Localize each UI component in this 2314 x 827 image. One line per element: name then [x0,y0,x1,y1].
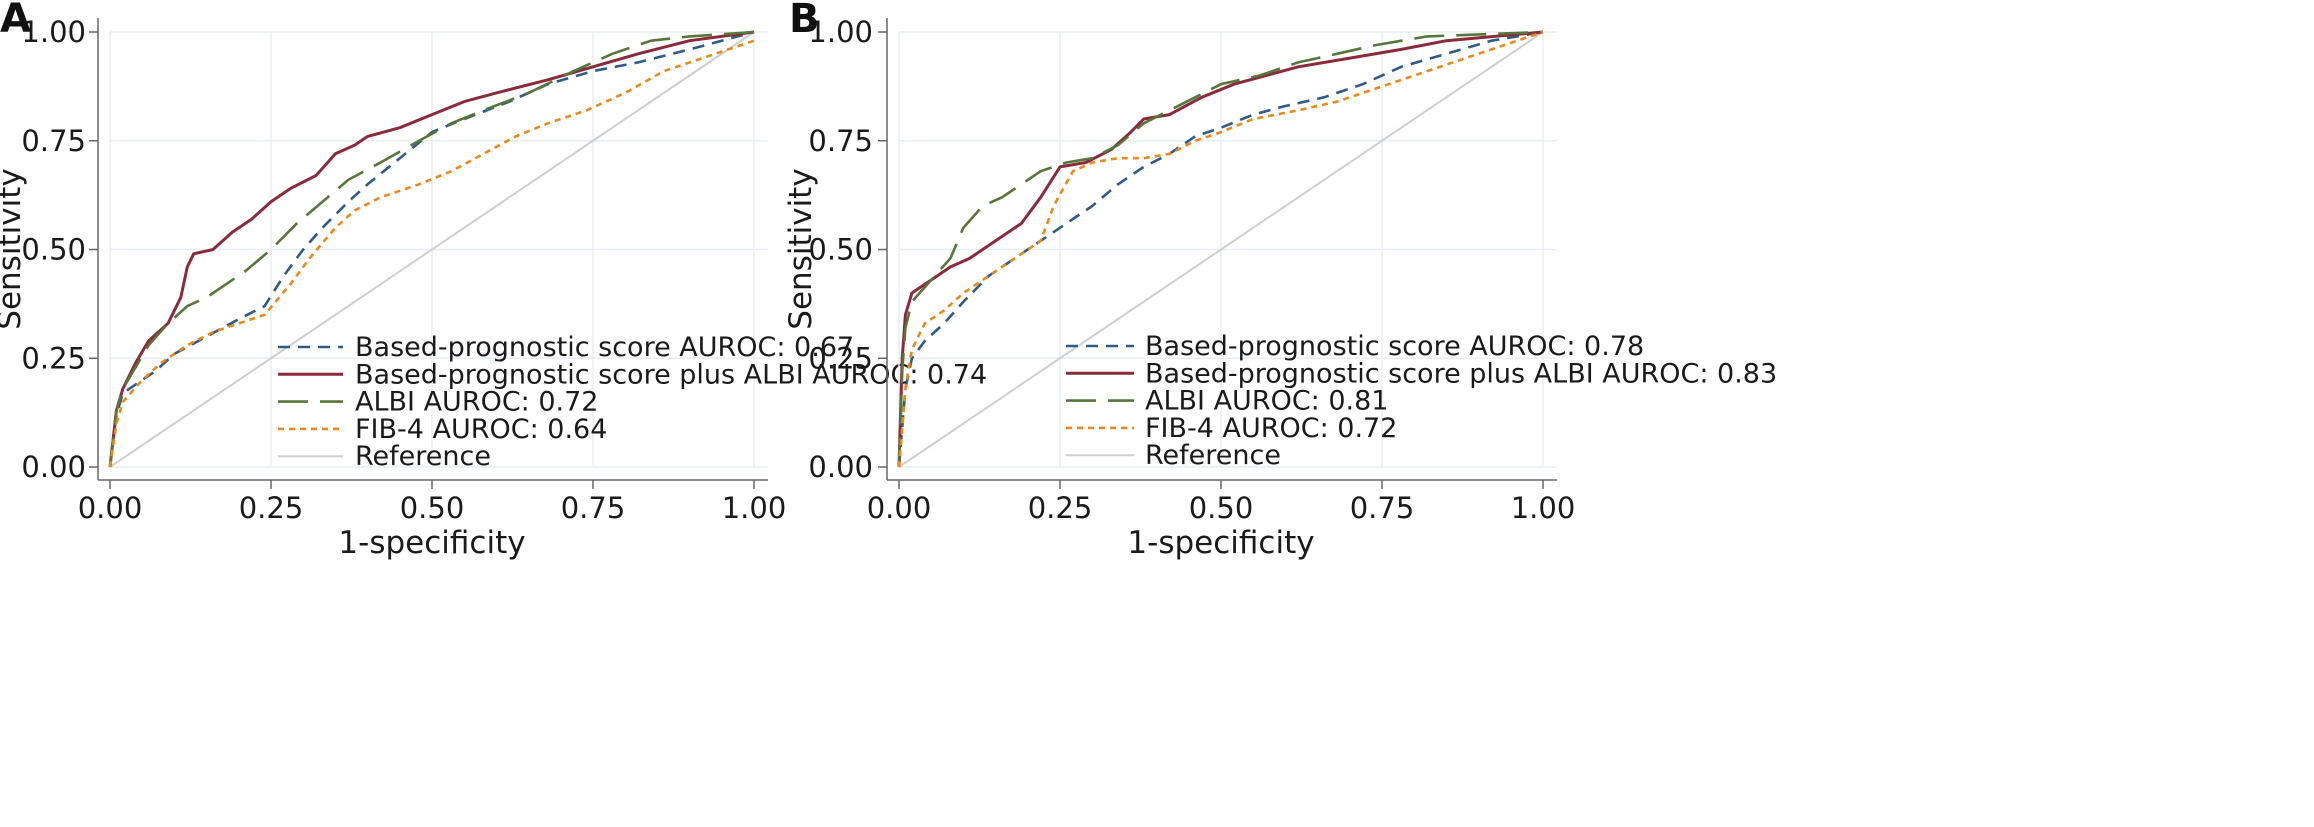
series-line-albi [108,30,755,468]
y-axis-title: Sensitivity [0,168,28,329]
y-axis-title: Sensitivity [783,168,819,329]
legend-label-based: Based-prognostic score AUROC: 0.67 [355,332,854,363]
y-tick-label: 0.00 [808,450,873,484]
y-tick-label: 0.50 [808,233,873,267]
x-tick-label: 1.00 [1511,491,1576,525]
x-tick-label: 0.75 [561,491,626,525]
panel-letter: A [0,0,31,42]
legend: Based-prognostic score AUROC: 0.67Based-… [278,332,987,472]
legend-label-fib4: FIB-4 AUROC: 0.72 [1145,413,1397,444]
x-tick-label: 0.00 [867,491,932,525]
legend-label-plus_albi: Based-prognostic score plus ALBI AUROC: … [1145,358,1777,389]
legend-label-reference: Reference [1145,440,1281,471]
x-tick-label: 0.50 [400,491,465,525]
x-tick-label: 0.00 [78,491,143,525]
legend-label-reference: Reference [355,441,491,472]
roc-panel-b: 0.00 0.00 0.25 0.25 0.50 0.50 0.75 0.75 1.00 1.00… [783,0,1777,561]
y-tick-label: 0.25 [21,341,86,375]
y-tick-label: 0.75 [808,124,873,158]
series-line-fib4 [897,30,1544,468]
legend-label-albi: ALBI AUROC: 0.72 [355,387,598,418]
x-tick-label: 0.50 [1189,491,1254,525]
roc-panel-a: 0.00 0.00 0.25 0.25 0.50 0.50 0.75 0.75 1.00 1.00… [0,0,987,561]
x-axis-title: 1-specificity [1127,525,1314,561]
x-tick-label: 0.25 [239,491,304,525]
series-line-reference [898,31,1544,468]
series-line-reference [109,31,755,468]
legend: Based-prognostic score AUROC: 0.78Based-… [1066,331,1777,471]
legend-label-albi: ALBI AUROC: 0.81 [1145,386,1388,417]
y-tick-label: 0.50 [21,233,86,267]
x-tick-label: 1.00 [722,491,787,525]
x-axis-title: 1-specificity [338,525,525,561]
series-line-plus_albi [108,30,755,468]
panel-letter: B [789,0,820,42]
legend-label-based: Based-prognostic score AUROC: 0.78 [1145,331,1644,362]
y-tick-label: 1.00 [21,15,86,49]
legend-label-plus_albi: Based-prognostic score plus ALBI AUROC: … [355,359,987,390]
y-tick-label: 1.00 [808,15,873,49]
y-tick-label: 0.75 [21,124,86,158]
x-tick-label: 0.25 [1028,491,1093,525]
y-tick-label: 0.25 [808,341,873,375]
y-tick-label: 0.00 [21,450,86,484]
series-line-albi [897,30,1544,468]
x-tick-label: 0.75 [1350,491,1415,525]
legend-label-fib4: FIB-4 AUROC: 0.64 [355,414,607,445]
